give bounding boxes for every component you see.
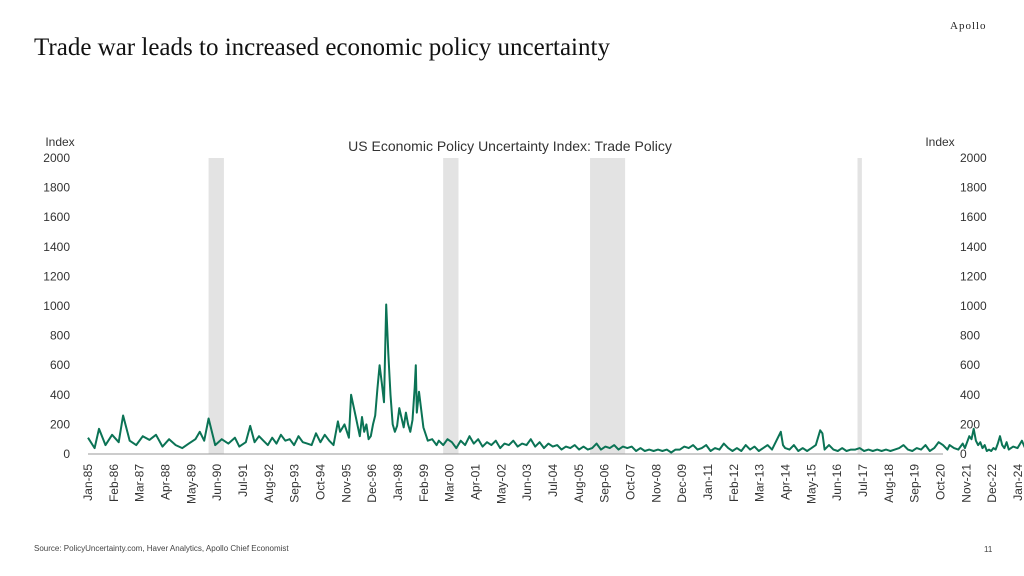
x-tick-may-02: May-02	[494, 464, 508, 504]
x-tick-apr-01: Apr-01	[469, 464, 483, 500]
x-tick-may-15: May-15	[804, 464, 818, 504]
x-tick-jan-24: Jan-24	[1011, 464, 1024, 501]
recession-band-3	[590, 158, 626, 454]
y-tick-left-600: 600	[50, 358, 70, 372]
x-tick-oct-20: Oct-20	[934, 464, 948, 500]
y-tick-left-1000: 1000	[43, 299, 70, 313]
y-tick-right-2000: 2000	[960, 151, 987, 165]
y-tick-left-200: 200	[50, 417, 70, 431]
x-tick-jan-85: Jan-85	[81, 464, 95, 501]
x-tick-jun-16: Jun-16	[830, 464, 844, 501]
y-tick-left-800: 800	[50, 329, 70, 343]
y-tick-left-1200: 1200	[43, 269, 70, 283]
y-axis-right: 0 200 400 600 800 1000 1200 1400 1600 1800 2000	[960, 151, 987, 461]
x-tick-dec-96: Dec-96	[365, 464, 379, 503]
x-tick-apr-88: Apr-88	[159, 464, 173, 500]
x-tick-apr-14: Apr-14	[779, 464, 793, 500]
x-tick-jan-98: Jan-98	[391, 464, 405, 501]
x-tick-jul-17: Jul-17	[856, 464, 870, 497]
x-tick-feb-86: Feb-86	[107, 464, 121, 502]
x-tick-jun-90: Jun-90	[210, 464, 224, 501]
x-tick-dec-09: Dec-09	[675, 464, 689, 503]
x-tick-nov-08: Nov-08	[649, 464, 663, 503]
x-tick-oct-07: Oct-07	[624, 464, 638, 500]
y-tick-left-0: 0	[63, 447, 70, 461]
y-tick-left-2000: 2000	[43, 151, 70, 165]
y-tick-right-0: 0	[960, 447, 967, 461]
y-tick-right-200: 200	[960, 417, 980, 431]
x-tick-may-89: May-89	[184, 464, 198, 504]
x-tick-mar-87: Mar-87	[133, 464, 147, 502]
x-tick-jul-04: Jul-04	[546, 464, 560, 497]
x-tick-dec-22: Dec-22	[985, 464, 999, 503]
x-tick-jun-03: Jun-03	[520, 464, 534, 501]
recession-band-2	[443, 158, 459, 454]
y-tick-right-1000: 1000	[960, 299, 987, 313]
y-tick-right-1800: 1800	[960, 181, 987, 195]
apollo-logo: Apollo	[950, 20, 987, 32]
right-axis-label: Index	[925, 135, 954, 149]
y-tick-right-1400: 1400	[960, 240, 987, 254]
y-tick-right-400: 400	[960, 388, 980, 402]
x-tick-feb-99: Feb-99	[417, 464, 431, 502]
y-tick-left-1600: 1600	[43, 210, 70, 224]
y-tick-right-1200: 1200	[960, 269, 987, 283]
x-tick-sep-06: Sep-06	[598, 464, 612, 503]
x-tick-jul-91: Jul-91	[236, 464, 250, 497]
x-tick-aug-05: Aug-05	[572, 464, 586, 503]
x-tick-oct-94: Oct-94	[314, 464, 328, 500]
x-tick-nov-21: Nov-21	[959, 464, 973, 503]
recession-shading	[208, 158, 862, 454]
x-tick-sep-93: Sep-93	[288, 464, 302, 503]
x-axis: Jan-85 Feb-86 Mar-87 Apr-88 May-89 Jun-90 Jul-…	[81, 464, 1024, 504]
x-tick-mar-13: Mar-13	[753, 464, 767, 502]
y-tick-right-1600: 1600	[960, 210, 987, 224]
y-tick-right-600: 600	[960, 358, 980, 372]
y-axis-left: 0 200 400 600 800 1000 1200 1400 1600 1800 2000	[43, 151, 70, 461]
recession-band-4	[857, 158, 862, 454]
source-note: Source: PolicyUncertainty.com, Haver Ana…	[34, 544, 289, 553]
x-tick-feb-12: Feb-12	[727, 464, 741, 502]
left-axis-label: Index	[45, 135, 74, 149]
page-number: 11	[984, 545, 993, 554]
recession-band-1	[208, 158, 224, 454]
x-tick-jan-11: Jan-11	[701, 464, 715, 500]
series-line-trade-policy	[87, 303, 1024, 454]
y-tick-left-1800: 1800	[43, 181, 70, 195]
chart-title: US Economic Policy Uncertainty Index: Tr…	[348, 138, 672, 154]
x-tick-sep-19: Sep-19	[908, 464, 922, 503]
y-tick-left-400: 400	[50, 388, 70, 402]
slide-title: Trade war leads to increased economic po…	[34, 34, 610, 61]
x-tick-nov-95: Nov-95	[339, 464, 353, 503]
x-tick-mar-00: Mar-00	[443, 464, 457, 502]
y-tick-left-1400: 1400	[43, 240, 70, 254]
y-tick-right-800: 800	[960, 329, 980, 343]
x-tick-aug-92: Aug-92	[262, 464, 276, 503]
x-tick-aug-18: Aug-18	[882, 464, 896, 503]
